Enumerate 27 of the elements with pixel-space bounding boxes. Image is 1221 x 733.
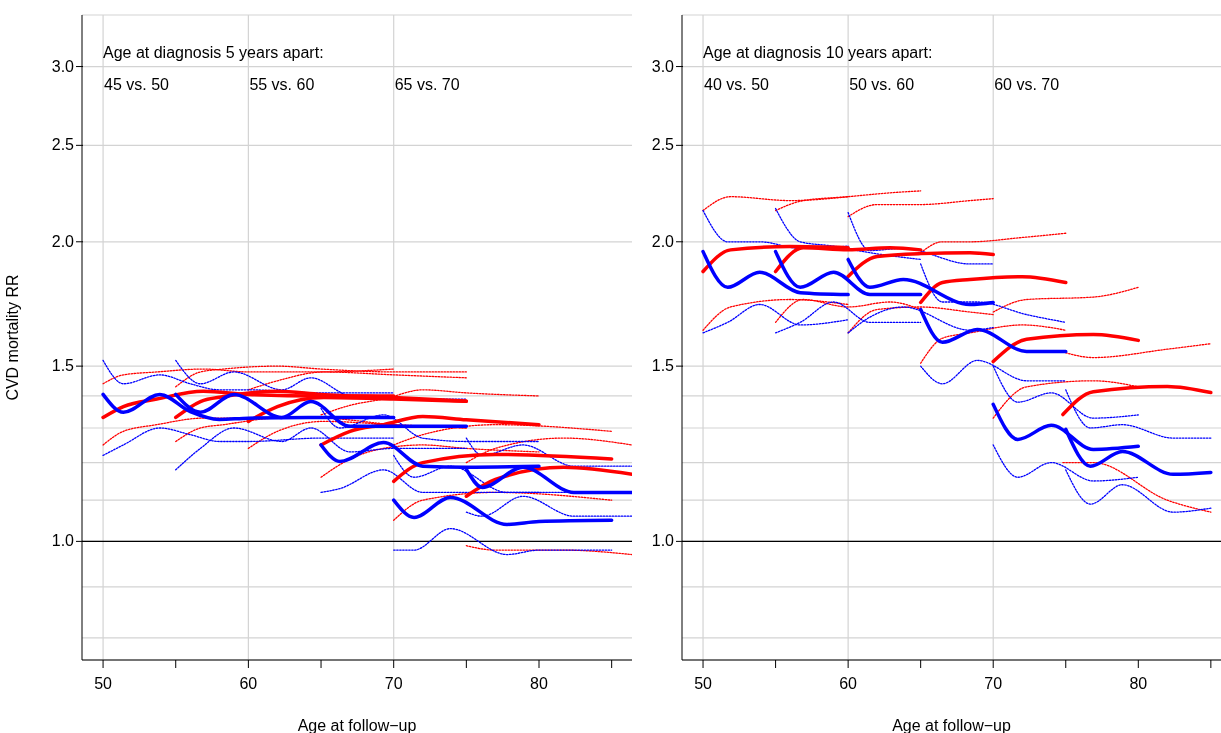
y-tick-label: 3.0 (651, 57, 675, 75)
y-tick-label: 2.0 (651, 232, 675, 250)
x-tick-label: 70 (384, 675, 403, 693)
y-tick-label: 2.5 (51, 136, 75, 154)
annotation: Age at diagnosis 10 years apart: (703, 44, 933, 62)
ref-line-label: 65 vs. 70 (394, 76, 460, 93)
y-tick-label: 1.0 (51, 532, 75, 550)
y-tick-label: 2.0 (51, 232, 75, 250)
y-tick-label: 1.5 (51, 357, 75, 375)
x-tick-label: 50 (694, 675, 713, 693)
x-tick-label: 60 (839, 675, 858, 693)
x-tick-label: 60 (239, 675, 258, 693)
ref-line-label: 40 vs. 50 (704, 76, 770, 93)
ref-line-label: 60 vs. 70 (994, 76, 1060, 93)
ref-line-label: 55 vs. 60 (249, 76, 315, 93)
annotation: Age at diagnosis 5 years apart: (103, 44, 324, 62)
y-tick-label: 2.5 (651, 136, 675, 154)
y-tick-label: 3.0 (51, 57, 75, 75)
ref-line-label: 50 vs. 60 (849, 76, 915, 93)
x-tick-label: 80 (530, 675, 548, 693)
x-tick-label: 80 (1129, 675, 1148, 693)
ref-line-label: 45 vs. 50 (104, 76, 170, 93)
y-tick-label: 1.0 (651, 532, 675, 550)
x-tick-label: 70 (984, 675, 1003, 693)
y-axis-title: CVD mortality RR (3, 274, 21, 401)
y-tick-label: 1.5 (651, 357, 675, 375)
x-tick-label: 50 (94, 675, 113, 693)
